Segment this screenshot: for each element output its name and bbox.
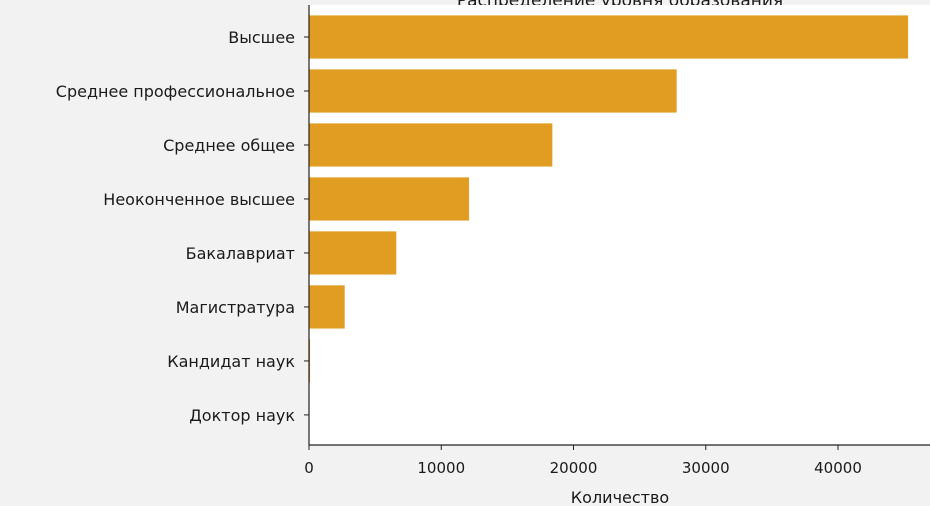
- y-tick-labels: Высшее Среднее профессиональное Среднее об…: [56, 28, 309, 425]
- y-tick-label-5: Бакалавриат: [186, 244, 295, 263]
- y-tick-label-4: Неоконченное высшее: [103, 190, 295, 209]
- x-tick-label-4: 30000: [682, 459, 730, 477]
- x-tick-label-5: 40000: [814, 459, 862, 477]
- y-tick-label-6: Магистратура: [176, 298, 295, 317]
- bars-group: [309, 15, 909, 437]
- bar-3: [309, 123, 553, 167]
- x-tick-label-1: 0: [304, 459, 314, 477]
- y-tick-label-2: Среднее профессиональное: [56, 82, 295, 101]
- y-tick-label-1: Высшее: [228, 28, 295, 47]
- bar-1: [309, 15, 909, 59]
- bar-5: [309, 231, 397, 275]
- y-tick-label-3: Среднее общее: [163, 136, 295, 155]
- x-axis-label: Количество: [571, 488, 669, 506]
- y-tick-label-7: Кандидат наук: [167, 352, 295, 371]
- bar-6: [309, 285, 345, 329]
- x-axis: 0 10000 20000 30000 40000: [304, 445, 862, 477]
- bar-4: [309, 177, 470, 221]
- x-tick-label-2: 10000: [417, 459, 465, 477]
- y-tick-label-8: Доктор наук: [189, 406, 295, 425]
- bar-2: [309, 69, 677, 113]
- x-tick-label-3: 20000: [550, 459, 598, 477]
